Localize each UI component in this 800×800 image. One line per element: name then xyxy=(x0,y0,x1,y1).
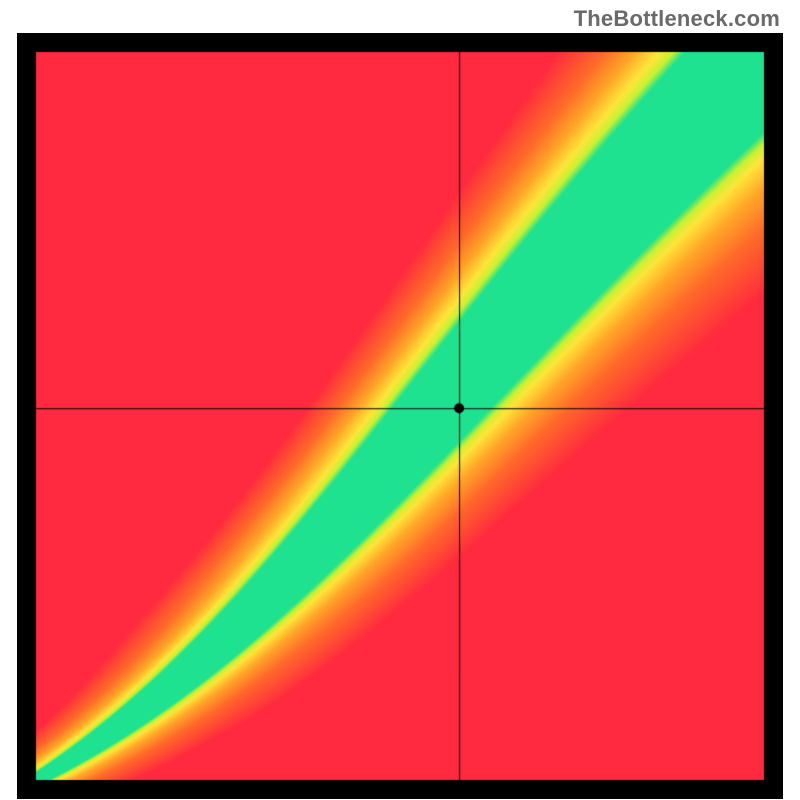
bottleneck-heatmap xyxy=(17,33,783,799)
heatmap-canvas xyxy=(17,33,783,799)
watermark-text: TheBottleneck.com xyxy=(574,6,780,32)
